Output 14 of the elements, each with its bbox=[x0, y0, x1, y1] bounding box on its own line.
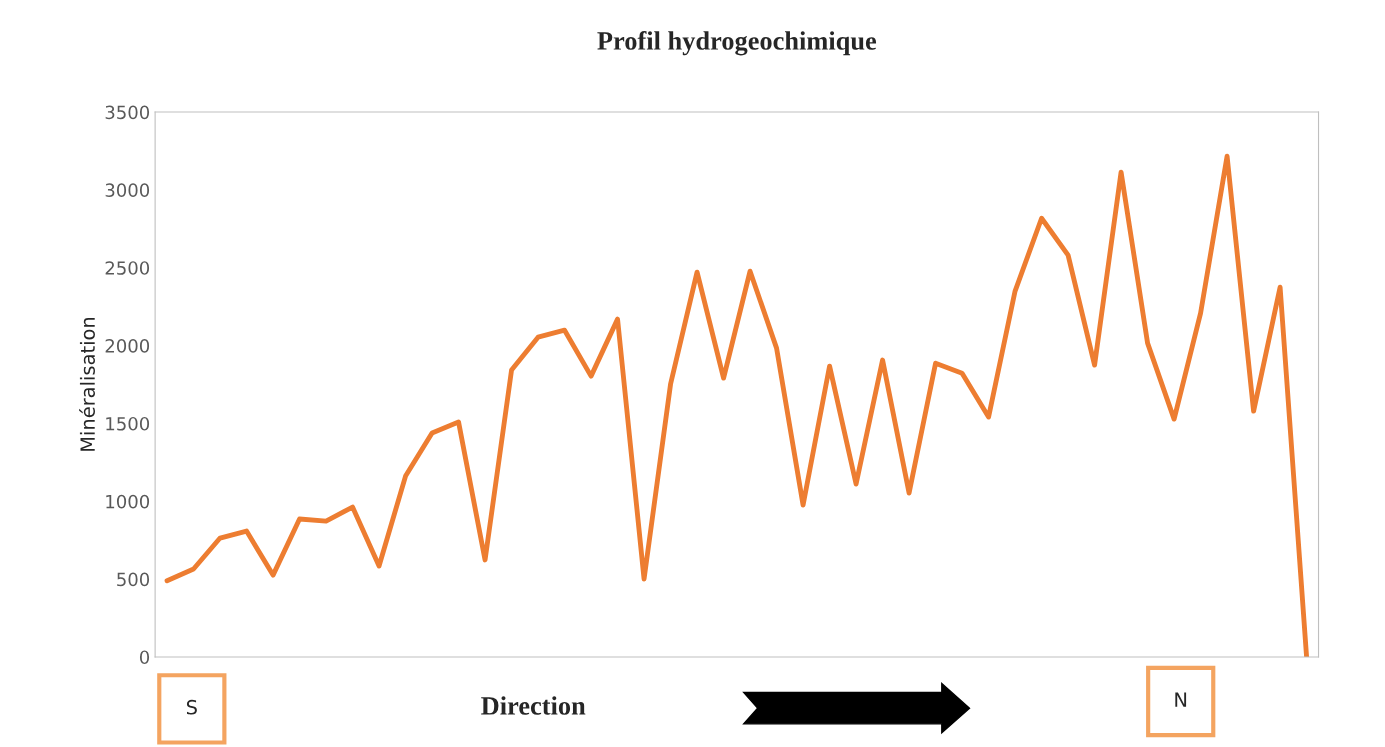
y-tick-label: 3500 bbox=[105, 105, 150, 120]
y-tick-label: 1500 bbox=[106, 416, 150, 431]
line-series bbox=[164, 153, 1310, 657]
y-tick-label: 0 bbox=[139, 650, 150, 665]
chart-title: Profil hydrogeochimique bbox=[597, 30, 877, 56]
y-tick-label: 500 bbox=[117, 572, 150, 587]
y-tick-label: 1000 bbox=[106, 494, 150, 509]
x-axis-title: Direction bbox=[481, 696, 586, 715]
y-tick-label: 3000 bbox=[105, 183, 150, 198]
y-tick-label: 2500 bbox=[105, 261, 150, 275]
text: S bbox=[186, 699, 197, 715]
y-tick-label: 2000 bbox=[105, 339, 150, 353]
text: N bbox=[1175, 692, 1187, 707]
y-axis-title: Minéralisation bbox=[79, 317, 95, 451]
